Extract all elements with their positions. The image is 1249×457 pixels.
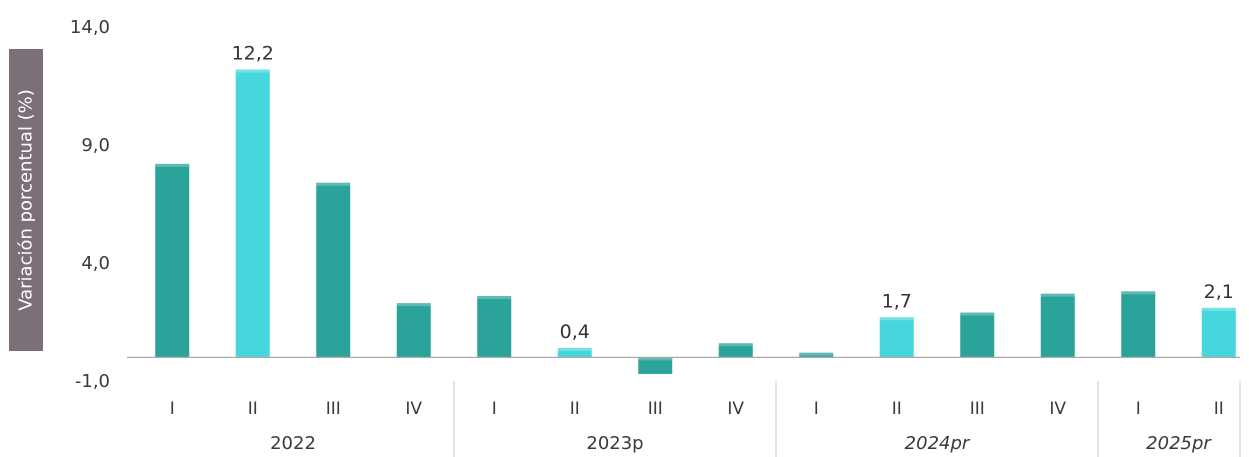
bar-highlight-edge bbox=[557, 347, 592, 351]
quarter-label: II bbox=[570, 399, 580, 419]
bars: 12,2 0,4 1,7 2,1 bbox=[155, 42, 1236, 374]
year-label: 2024pr bbox=[905, 433, 971, 454]
y-tick-label: 9,0 bbox=[81, 135, 110, 156]
bar-highlight-edge bbox=[960, 312, 995, 316]
year-label: 2023p bbox=[586, 433, 643, 454]
bar-highlight-edge bbox=[799, 352, 834, 356]
bar-highlight-edge bbox=[316, 182, 351, 186]
bar bbox=[557, 347, 592, 358]
quarter-label: I bbox=[170, 399, 175, 419]
bar-highlight-edge bbox=[1201, 307, 1236, 311]
quarter-label: II bbox=[892, 399, 902, 419]
bar bbox=[155, 163, 190, 358]
bar-highlight-edge bbox=[477, 296, 512, 300]
y-tick-label: -1,0 bbox=[75, 371, 110, 392]
y-axis-label-text: Variación porcentual (%) bbox=[16, 89, 37, 311]
bar bbox=[396, 303, 431, 358]
bar bbox=[879, 317, 914, 358]
bar-highlight-edge bbox=[1040, 293, 1075, 297]
quarter-label: I bbox=[492, 399, 497, 419]
quarter-label: III bbox=[970, 399, 985, 419]
quarter-label: I bbox=[814, 399, 819, 419]
bar bbox=[316, 182, 351, 358]
bar bbox=[235, 69, 270, 358]
quarter-label: IV bbox=[405, 399, 422, 419]
bar-highlight-edge bbox=[235, 69, 270, 73]
bar bbox=[1121, 291, 1156, 358]
data-label: 1,7 bbox=[882, 290, 912, 312]
bar-highlight-edge bbox=[879, 317, 914, 321]
quarter-label: III bbox=[648, 399, 663, 419]
bar bbox=[799, 352, 834, 358]
quarter-label: III bbox=[326, 399, 341, 419]
bar bbox=[1040, 293, 1075, 358]
bar-highlight-edge bbox=[396, 303, 431, 307]
bar-highlight-edge bbox=[1121, 291, 1156, 295]
quarter-label: IV bbox=[1049, 399, 1066, 419]
bar-highlight-edge bbox=[638, 357, 673, 361]
y-axis-ticks: 14,0 9,0 4,0 -1,0 bbox=[70, 17, 110, 392]
y-tick-label: 14,0 bbox=[70, 17, 110, 38]
bar bbox=[1201, 307, 1236, 358]
data-label: 0,4 bbox=[560, 321, 590, 343]
quarter-label: IV bbox=[727, 399, 744, 419]
y-tick-label: 4,0 bbox=[81, 253, 110, 274]
y-axis-label-background bbox=[9, 49, 43, 351]
bar bbox=[718, 343, 753, 358]
bar bbox=[638, 357, 673, 374]
bar bbox=[477, 296, 512, 358]
bar-highlight-edge bbox=[155, 163, 190, 167]
bar-highlight-edge bbox=[718, 343, 753, 347]
bar bbox=[960, 312, 995, 358]
quarter-label: II bbox=[248, 399, 258, 419]
quarter-label: II bbox=[1214, 399, 1224, 419]
year-label: 2022 bbox=[270, 433, 316, 454]
year-label: 2025pr bbox=[1146, 433, 1212, 454]
y-axis-label: Variación porcentual (%) bbox=[9, 49, 43, 351]
data-label: 12,2 bbox=[232, 42, 274, 64]
quarter-label: I bbox=[1136, 399, 1141, 419]
data-label: 2,1 bbox=[1204, 281, 1234, 303]
